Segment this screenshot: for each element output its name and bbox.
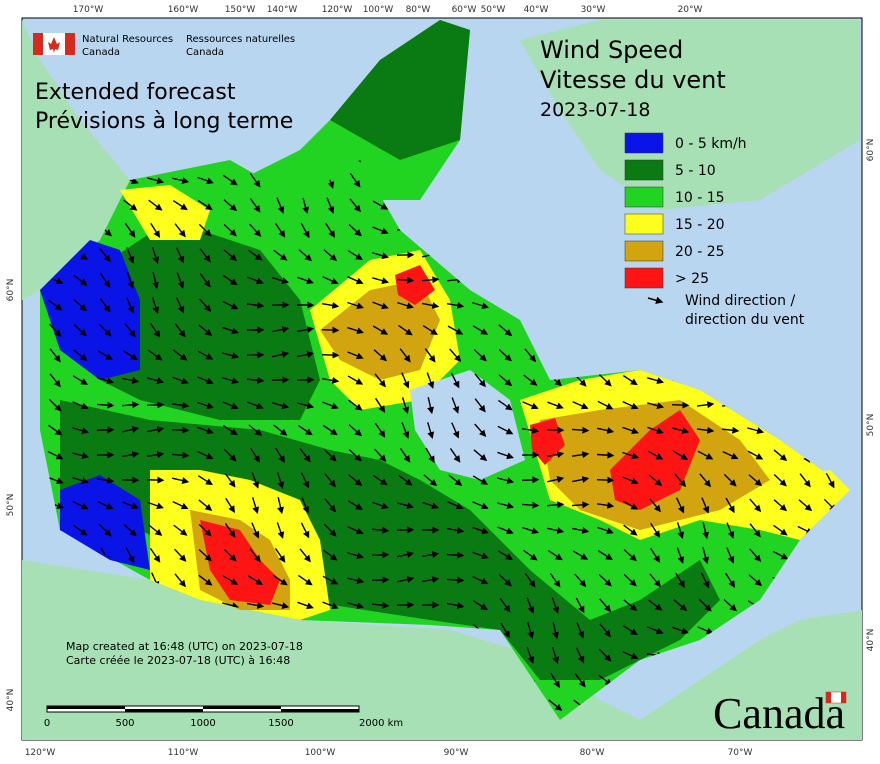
legend-label: 0 - 5 km/h — [675, 136, 747, 152]
scale-bar-seg — [125, 709, 203, 712]
longitude-label: 120°W — [322, 5, 353, 15]
longitude-label: 20°W — [678, 5, 703, 15]
wind-arrow — [297, 380, 313, 381]
footer: Map created at 16:48 (UTC) on 2023-07-18 — [66, 640, 303, 653]
longitude-label: 70°W — [728, 748, 753, 758]
wind-arrow — [597, 480, 613, 481]
longitude-label: 140°W — [267, 5, 298, 15]
date: 2023-07-18 — [540, 99, 650, 121]
longitude-label: 170°W — [73, 5, 104, 15]
longitude-label: 160°W — [168, 5, 199, 15]
flag-bar — [65, 33, 75, 55]
wind-arrow — [522, 480, 538, 481]
wind-arrow — [447, 555, 463, 556]
longitude-label: 120°W — [25, 748, 56, 758]
wind-arrow — [322, 355, 338, 356]
longitude-label: 60°W — [452, 5, 477, 15]
longitude-label: 30°W — [581, 5, 606, 15]
longitude-label: 90°W — [444, 748, 469, 758]
subtitle: Prévisions à long terme — [35, 109, 293, 134]
legend-swatch — [625, 133, 663, 153]
legend-swatch — [625, 160, 663, 180]
title: Vitesse du vent — [540, 66, 726, 94]
wind-arrow — [147, 405, 163, 406]
latitude-label: 60°N — [866, 139, 876, 162]
longitude-label: 110°W — [168, 748, 199, 758]
longitude-label: 100°W — [305, 748, 336, 758]
longitude-label: 80°W — [580, 748, 605, 758]
scale-bar-seg — [281, 709, 359, 712]
latitude-label: 60°N — [6, 279, 16, 302]
footer: Carte créée le 2023-07-18 (UTC) à 16:48 — [66, 654, 290, 667]
latitude-label: 50°N — [6, 494, 16, 517]
wind-arrow — [272, 380, 288, 381]
subtitle: Extended forecast — [35, 80, 236, 105]
legend-label: Wind direction / — [685, 293, 795, 309]
legend-label: 20 - 25 — [675, 244, 725, 260]
wind-arrow — [397, 530, 413, 531]
wordmark: Canada — [713, 689, 845, 738]
legend-label: 10 - 15 — [675, 190, 725, 206]
wind-arrow — [97, 430, 113, 431]
wind-arrow — [672, 405, 688, 406]
wind-arrow — [372, 580, 388, 581]
legend-label: > 25 — [675, 271, 709, 287]
agency-name: Canada — [82, 47, 120, 58]
longitude-label: 50°W — [481, 5, 506, 15]
scale-label: 1500 — [268, 718, 293, 729]
longitude-label: 40°W — [524, 5, 549, 15]
flag-bar — [841, 692, 846, 703]
legend-swatch — [625, 268, 663, 288]
scale-label: 0 — [44, 718, 50, 729]
latitude-label: 40°N — [866, 629, 876, 652]
scale-bar-seg — [47, 706, 125, 709]
scale-label: 1000 — [190, 718, 215, 729]
legend-label: 15 - 20 — [675, 217, 725, 233]
scale-label: 2000 km — [359, 718, 403, 729]
flag-bar — [33, 33, 43, 55]
scale-bar-seg — [203, 706, 281, 709]
flag-bar — [826, 692, 831, 703]
longitude-label: 150°W — [225, 5, 256, 15]
latitude-label: 40°N — [6, 689, 16, 712]
legend-swatch — [625, 241, 663, 261]
scale-bar — [47, 706, 359, 712]
latitude-label: 50°N — [866, 414, 876, 437]
scale-label: 500 — [115, 718, 134, 729]
wind-arrow — [172, 430, 188, 431]
legend-label: direction du vent — [685, 312, 805, 328]
legend-swatch — [625, 214, 663, 234]
longitude-label: 100°W — [363, 5, 394, 15]
wind-arrow — [322, 330, 338, 331]
agency-name: Natural Resources — [82, 34, 173, 45]
legend-swatch — [625, 187, 663, 207]
title: Wind Speed — [540, 36, 683, 64]
legend-label: 5 - 10 — [675, 163, 716, 179]
longitude-label: 80°W — [406, 5, 431, 15]
agency-name: Ressources naturelles — [186, 34, 295, 45]
agency-name: Canada — [186, 47, 224, 58]
wind-arrow — [597, 455, 613, 456]
wind-arrow — [372, 555, 388, 556]
